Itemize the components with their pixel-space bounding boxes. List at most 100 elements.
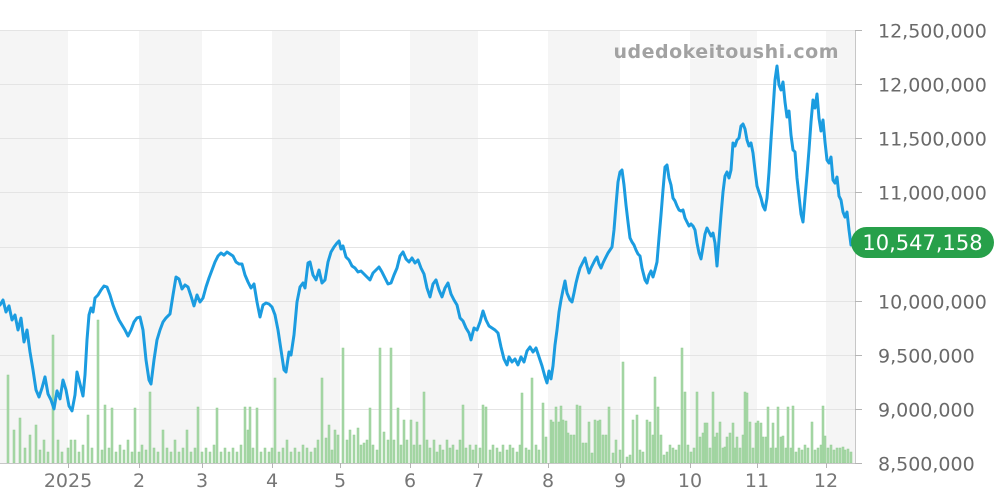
volume-bar — [596, 420, 600, 464]
volume-bar — [819, 444, 823, 464]
volume-bar — [432, 439, 436, 464]
volume-bar — [680, 347, 684, 464]
volume-bar — [668, 444, 672, 464]
volume-bar — [118, 444, 122, 464]
volume-bar — [524, 447, 528, 464]
month-band — [826, 30, 855, 463]
volume-bar — [741, 434, 745, 464]
volume-bar — [713, 436, 717, 464]
volume-bar — [309, 451, 313, 464]
volume-bar — [297, 451, 301, 464]
volume-bar — [703, 422, 707, 464]
volume-bar — [618, 449, 622, 464]
volume-bar — [708, 447, 712, 464]
volume-bar — [130, 451, 134, 464]
volume-bar — [641, 451, 645, 464]
volume-bar — [810, 421, 814, 464]
y-tick-label: 9,000,000 — [878, 400, 975, 422]
volume-bar — [776, 406, 780, 464]
volume-bar — [412, 444, 416, 464]
volume-bar — [425, 439, 429, 464]
volume-bar — [638, 449, 642, 464]
volume-bar — [356, 427, 360, 464]
volume-bar — [823, 435, 827, 464]
volume-bar — [838, 447, 842, 464]
volume-bar — [671, 447, 675, 464]
volume-bar — [841, 446, 845, 464]
volume-bar — [829, 444, 833, 464]
volume-bar — [137, 451, 141, 464]
volume-bar — [263, 447, 267, 464]
volume-bar — [181, 447, 185, 464]
volume-bar — [677, 444, 681, 464]
volume-bar — [246, 429, 250, 464]
volume-bar — [305, 447, 309, 464]
volume-bar — [458, 439, 462, 464]
volume-bar — [173, 439, 177, 464]
volume-bar — [438, 444, 442, 464]
volume-bar — [625, 456, 629, 464]
volume-bar — [803, 444, 807, 464]
volume-bar — [759, 422, 763, 464]
volume-bar — [572, 434, 576, 464]
volume-bar — [90, 447, 94, 464]
volume-bar — [193, 447, 197, 464]
volume-bar — [405, 439, 409, 464]
y-tick-label: 12,000,000 — [878, 75, 987, 97]
volume-bar — [235, 451, 239, 464]
x-tick-label: 8 — [542, 470, 554, 492]
volume-bar — [122, 449, 126, 464]
volume-bar — [165, 447, 169, 464]
volume-bar — [144, 449, 148, 464]
volume-bar — [161, 429, 165, 464]
volume-bar — [285, 439, 289, 464]
volume-bar — [368, 407, 372, 464]
x-tick-label: 2025 — [44, 470, 92, 492]
current-price-badge: 10,547,158 — [851, 227, 994, 258]
volume-bar — [564, 420, 568, 464]
volume-bar — [110, 407, 114, 464]
volume-bar — [491, 444, 495, 464]
volume-bar — [46, 451, 50, 464]
y-tick-label: 12,500,000 — [878, 21, 987, 43]
volume-bar — [587, 421, 591, 464]
volume-bar — [34, 424, 38, 464]
volume-bar — [653, 376, 657, 464]
volume-bar — [177, 451, 181, 464]
volume-bar — [231, 447, 235, 464]
volume-bar — [301, 444, 305, 464]
volume-bar — [723, 446, 727, 464]
month-band — [272, 30, 340, 463]
volume-bar — [651, 434, 655, 464]
x-tick-label: 7 — [472, 470, 484, 492]
volume-bar — [698, 436, 702, 464]
volume-bar — [189, 451, 193, 464]
volume-bar — [60, 451, 64, 464]
volume-bar — [402, 419, 406, 464]
volume-bar — [259, 451, 263, 464]
volume-bar — [461, 404, 465, 464]
volume-bar — [692, 447, 696, 464]
volume-bar — [336, 434, 340, 464]
x-tick-label: 5 — [334, 470, 346, 492]
y-tick-label: 8,500,000 — [878, 454, 975, 476]
volume-bar — [779, 436, 783, 464]
volume-bar — [478, 447, 482, 464]
volume-bar — [488, 449, 492, 464]
volume-bar — [791, 405, 795, 464]
volume-bar — [789, 447, 793, 464]
volume-bar — [320, 377, 324, 464]
volume-bar — [748, 421, 752, 464]
volume-bar — [66, 447, 70, 464]
volume-bar — [590, 452, 594, 464]
volume-bar — [695, 391, 699, 464]
volume-bar — [530, 377, 534, 464]
volume-bar — [635, 414, 639, 464]
month-band — [548, 30, 620, 463]
volume-bar — [846, 448, 850, 464]
volume-bar — [484, 406, 488, 464]
volume-bar — [267, 451, 271, 464]
x-tick-label: 4 — [266, 470, 278, 492]
